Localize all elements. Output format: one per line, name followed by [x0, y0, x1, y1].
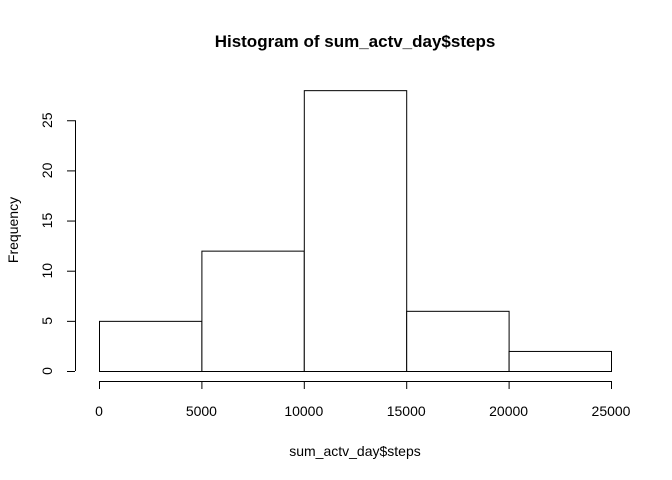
- y-tick-label-3: 15: [39, 213, 55, 229]
- y-tick-label-5: 25: [39, 112, 55, 128]
- x-tick-label-3: 15000: [387, 403, 426, 419]
- x-axis-label: sum_actv_day$steps: [289, 443, 421, 459]
- x-tick-label-0: 0: [95, 403, 103, 419]
- chart-title: Histogram of sum_actv_day$steps: [215, 32, 496, 51]
- x-tick-label-1: 5000: [186, 403, 217, 419]
- histogram-bar-1: [201, 250, 305, 372]
- histogram-bar-0: [99, 320, 203, 373]
- y-tick-label-2: 10: [39, 263, 55, 279]
- y-axis: 0 5 10 15 20 25: [39, 112, 76, 375]
- y-axis-label: Frequency: [5, 197, 21, 263]
- y-tick-label-1: 5: [39, 317, 55, 325]
- y-tick-label-4: 20: [39, 162, 55, 178]
- x-tick-label-4: 20000: [489, 403, 528, 419]
- histogram-bar-3: [406, 310, 510, 373]
- x-tick-label-2: 10000: [284, 403, 323, 419]
- histogram-bar-2: [303, 90, 408, 372]
- x-tick-label-5: 25000: [592, 403, 631, 419]
- x-axis: 0 5000 10000 15000 20000 25000: [95, 381, 631, 419]
- bars-group: [99, 90, 613, 373]
- y-tick-label-0: 0: [39, 367, 55, 375]
- histogram-bar-4: [508, 350, 613, 373]
